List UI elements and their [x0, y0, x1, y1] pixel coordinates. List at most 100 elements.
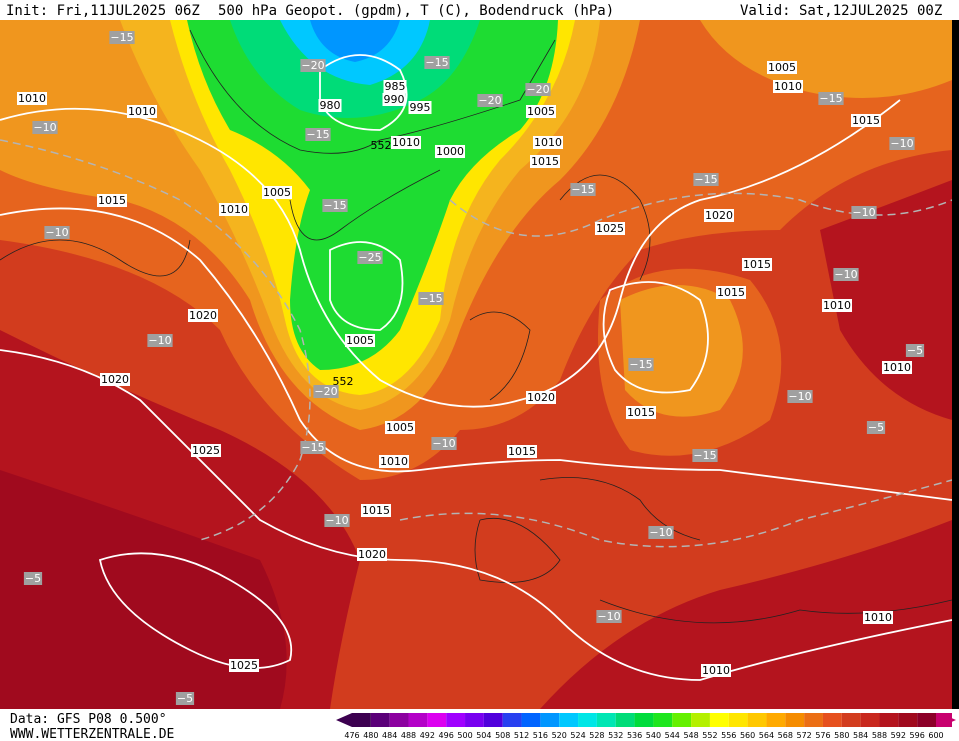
pressure-label-box: [851, 114, 881, 127]
temperature-label: −10: [147, 334, 173, 347]
colorbar-cell: [917, 713, 936, 727]
temperature-label: −10: [787, 390, 813, 403]
pressure-label-text: 1000: [436, 145, 464, 158]
coastline: [0, 29, 953, 624]
temperature-label-text: −20: [301, 59, 324, 72]
pressure-label-text: 1010: [883, 361, 911, 374]
colorbar-label: 496: [439, 731, 454, 740]
colorbar-cell: [747, 713, 767, 727]
pressure-label: 1015: [97, 194, 127, 207]
pressure-label-box: [17, 92, 47, 105]
colorbar-label: 576: [815, 731, 830, 740]
temperature-label: −10: [32, 121, 58, 134]
pressure-label-text: 1010: [864, 611, 892, 624]
temperature-label-text: −25: [358, 251, 381, 264]
pressure-label-box: [742, 258, 772, 271]
pressure-label-box: [385, 421, 415, 434]
temperature-label: −10: [851, 206, 877, 219]
colorbar-cell: [446, 713, 466, 727]
temperature-label-box: [44, 226, 70, 239]
pressure-label: 1020: [188, 309, 218, 322]
pressure-label: 1010: [882, 361, 912, 374]
isobar: [602, 281, 709, 394]
temperature-label-box: [866, 421, 886, 434]
pressure-label: 1015: [626, 406, 656, 419]
pressure-label-text: 985: [385, 80, 406, 93]
pressure-label-box: [533, 136, 563, 149]
pressure-label-text: 1015: [743, 258, 771, 271]
temperature-label-box: [905, 344, 925, 357]
pressure-label-box: [188, 309, 218, 322]
trough-region: [187, 20, 558, 370]
site-name: WWW.WETTERZENTRALE.DE: [10, 727, 174, 741]
pressure-label-box: [526, 391, 556, 404]
pressure-label-text: 1015: [531, 155, 559, 168]
colorbar-label: 476: [344, 731, 359, 740]
pressure-label-box: [408, 101, 432, 114]
pressure-label: 1015: [851, 114, 881, 127]
colorbar-cell: [408, 713, 428, 727]
pressure-label-box: [882, 361, 912, 374]
colorbar-label: 552: [702, 731, 717, 740]
temperature-label-box: [570, 183, 596, 196]
pressure-label-box: [100, 373, 130, 386]
isobar: [0, 99, 901, 408]
pressure-label-text: 1020: [101, 373, 129, 386]
cool-region: [700, 20, 952, 98]
pressure-label-text: 1010: [534, 136, 562, 149]
pressure-label-box: [767, 61, 797, 74]
pressure-label: 1000: [435, 145, 465, 158]
temperature-label: −10: [648, 526, 674, 539]
temperature-label-box: [596, 610, 622, 623]
colorbar-arrow: [336, 713, 352, 727]
temperature-label-text: −5: [868, 421, 884, 434]
colorbar-label: 508: [495, 731, 510, 740]
colorbar-label: 560: [740, 731, 755, 740]
pressure-label: 1010: [127, 105, 157, 118]
colorbar-cell: [841, 713, 861, 727]
colorbar-label: 520: [552, 731, 567, 740]
colorbar-label: 500: [457, 731, 472, 740]
pressure-label-box: [716, 286, 746, 299]
valid-time: Valid: Sat,12JUL2025 00Z: [740, 3, 942, 19]
colorbar-label: 532: [608, 731, 623, 740]
pressure-label: 1025: [191, 444, 221, 457]
pressure-label-box: [773, 80, 803, 93]
colorbar-cell: [860, 713, 880, 727]
pressure-label-box: [391, 136, 421, 149]
temperature-label: −10: [833, 268, 859, 281]
temperature-label: −5: [866, 421, 886, 434]
map-title: 500 hPa Geopot. (gpdm), T (C), Bodendruc…: [218, 3, 614, 19]
temperature-label: −15: [570, 183, 596, 196]
colorbar-label: 536: [627, 731, 642, 740]
temperature-label-box: [109, 31, 135, 44]
temperature-label: −15: [305, 128, 331, 141]
pressure-label-text: 1005: [386, 421, 414, 434]
warm-region: [540, 520, 952, 709]
temperature-label: −10: [596, 610, 622, 623]
pressure-label: 1010: [863, 611, 893, 624]
colorbar-label: 584: [853, 731, 868, 740]
pressure-label-text: 995: [410, 101, 431, 114]
colorbar-cell: [578, 713, 597, 727]
colorbar-label: 588: [872, 731, 887, 740]
temperature-label-box: [300, 59, 326, 72]
pressure-label-text: 1020: [705, 209, 733, 222]
temperature-label-box: [889, 137, 915, 150]
pressure-label: 1010: [17, 92, 47, 105]
temperature-label-box: [23, 572, 43, 585]
temperature-label-box: [300, 441, 326, 454]
pressure-label-text: 980: [320, 99, 341, 112]
colorbar-cell: [728, 713, 748, 727]
temperature-label: −15: [322, 199, 348, 212]
pressure-label: 985: [383, 80, 407, 93]
pressure-label-box: [626, 406, 656, 419]
pressure-label: 1010: [773, 80, 803, 93]
pressure-label-text: 1005: [768, 61, 796, 74]
pressure-label-box: [526, 105, 556, 118]
pressure-label-text: 1005: [263, 186, 291, 199]
temperature-label-box: [175, 692, 195, 705]
temperature-label-text: −10: [33, 121, 56, 134]
temperature-label: −20: [477, 94, 503, 107]
pressure-label-text: 1025: [192, 444, 220, 457]
